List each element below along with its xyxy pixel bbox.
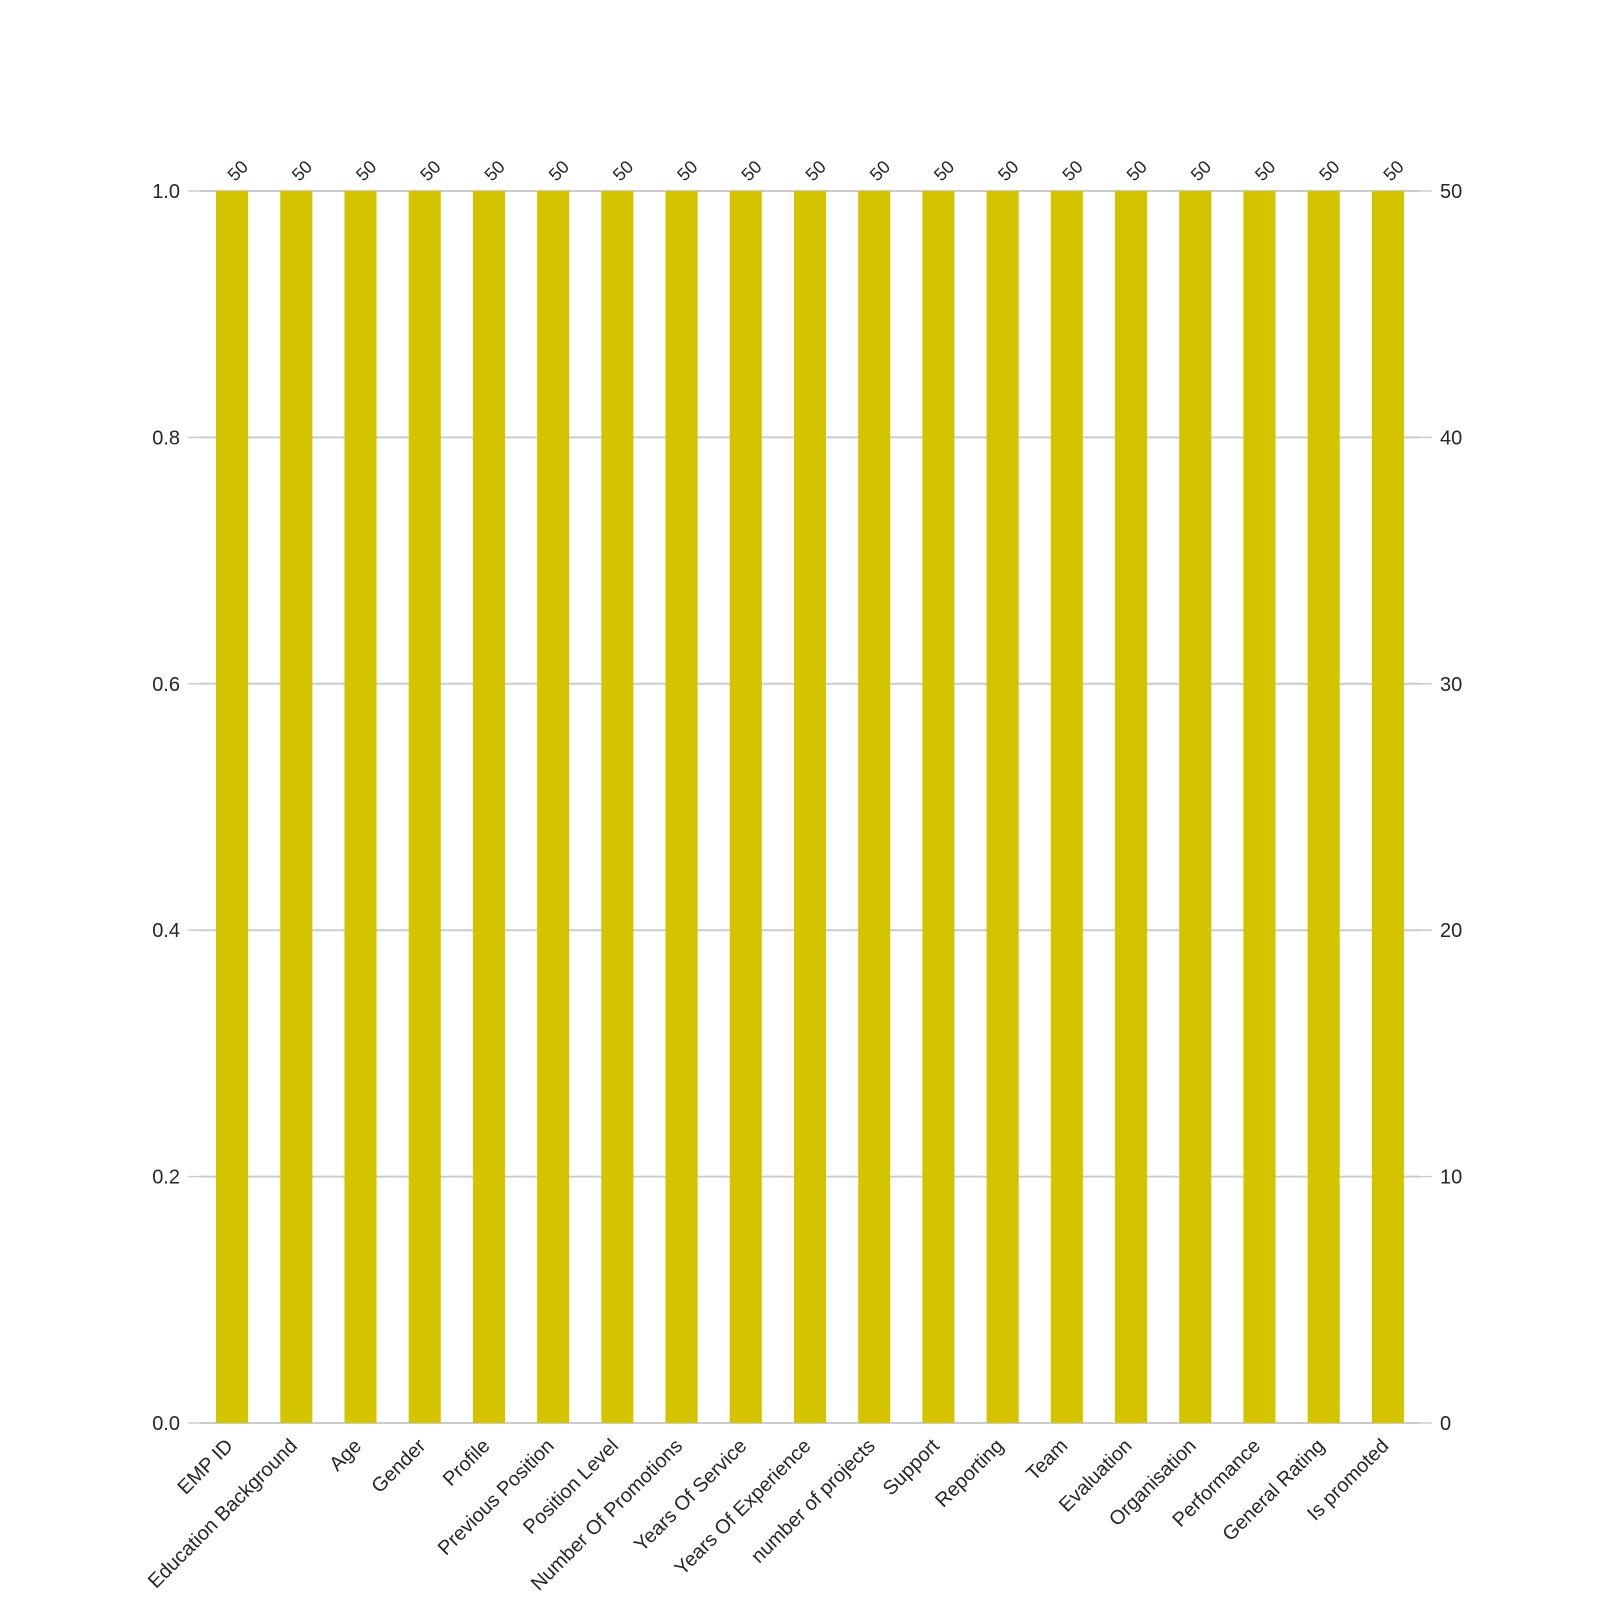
count-label: 50 [1123,157,1151,185]
category-label: Previous Position [434,1435,559,1560]
bar-support [922,191,955,1423]
bar-number-of-projects [858,191,891,1423]
right-tick-label: 50 [1440,181,1462,203]
right-tick-label: 10 [1440,1167,1462,1189]
count-label: 50 [802,157,830,185]
left-tick-label: 1.0 [152,181,180,203]
count-label: 50 [1379,157,1407,185]
count-label: 50 [481,157,509,185]
count-label: 50 [737,157,765,185]
count-label: 50 [1058,157,1086,185]
bar-general-rating [1307,191,1340,1423]
category-label: number of projects [747,1435,880,1568]
left-y-axis: 0.0 0.2 0.4 0.6 0.8 1.0 [152,181,200,1435]
right-tick-label: 0 [1440,1413,1451,1435]
count-label: 50 [673,157,701,185]
left-tick-label: 0.6 [152,674,180,696]
category-label: Team [1022,1435,1072,1485]
bar-organisation [1179,191,1212,1423]
count-label: 50 [224,157,252,185]
category-label: Age [325,1435,366,1476]
category-label: Reporting [931,1435,1008,1512]
category-label: EMP ID [174,1435,238,1499]
category-label: Years Of Service [630,1435,751,1556]
bar-years-of-experience [793,191,827,1423]
count-label: 50 [930,157,958,185]
category-label: Gender [368,1435,431,1498]
bar-profile [472,191,505,1423]
bar-previous-position [537,191,570,1423]
category-label: Profile [439,1435,495,1491]
bars [216,191,1404,1423]
left-tick-label: 0.0 [152,1413,180,1435]
count-label: 50 [866,157,894,185]
count-label: 50 [1315,157,1343,185]
bar-education-background [280,191,313,1423]
count-label: 50 [994,157,1022,185]
count-labels: 50 50 50 50 50 50 50 50 50 50 50 50 50 50 50 50 50 50 50 [224,157,1408,185]
bar-team [1050,191,1083,1423]
bar-gender [408,191,441,1423]
bar-number-of-promotions [665,191,698,1423]
category-label: Support [879,1435,944,1500]
count-label: 50 [416,157,444,185]
right-y-axis: 0 10 20 30 40 50 [1420,181,1462,1435]
bar-emp-id [216,191,249,1423]
right-tick-label: 30 [1440,674,1462,696]
bar-performance [1243,191,1276,1423]
left-tick-label: 0.4 [152,920,180,942]
count-label: 50 [545,157,573,185]
bar-reporting [986,191,1019,1423]
right-tick-label: 40 [1440,427,1462,449]
count-label: 50 [352,157,380,185]
count-label: 50 [288,157,316,185]
right-tick-label: 20 [1440,920,1462,942]
bar-years-of-service [729,191,762,1423]
left-tick-label: 0.2 [152,1167,180,1189]
count-label: 50 [609,157,637,185]
bar-position-level [601,191,634,1423]
bar-evaluation [1115,191,1148,1423]
left-tick-label: 0.8 [152,427,180,449]
bar-age [344,191,377,1423]
count-label: 50 [1251,157,1279,185]
bar-is-promoted [1371,191,1404,1423]
count-label: 50 [1187,157,1215,185]
